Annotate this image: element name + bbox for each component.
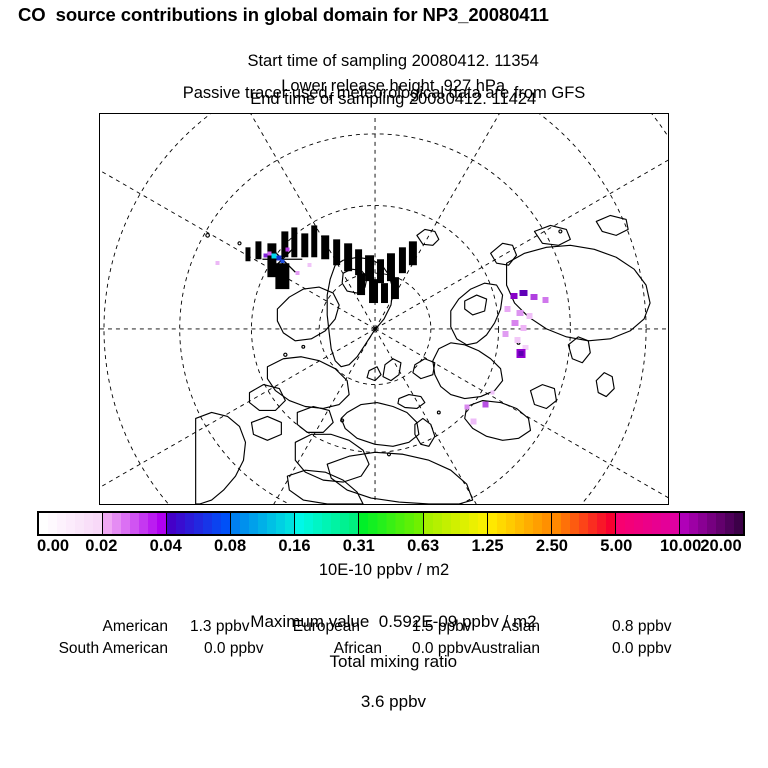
colorbar[interactable]: [37, 511, 745, 536]
polar-map: [100, 114, 668, 504]
tracer-note-label: Passive tracer used, meteorological data…: [182, 84, 586, 102]
colorbar-segment-5: [359, 513, 424, 534]
region-name-european: European: [292, 618, 360, 635]
colorbar-tick-4: 0.16: [278, 537, 311, 555]
total-mixing-ratio-value: 3.6 ppbv: [360, 692, 427, 711]
region-value-asian: 0.8 ppbv: [612, 618, 672, 635]
colorbar-tick-1: 0.02: [85, 537, 118, 555]
region-value-south-american: 0.0 ppbv: [204, 640, 264, 657]
colorbar-segment-10: [679, 513, 744, 534]
summary-line: Maximum value 0.592E-09 ppbv / m2 Total …: [0, 592, 768, 732]
colorbar-segment-8: [551, 513, 616, 534]
colorbar-segment-9: [615, 513, 680, 534]
region-name-australian: Australian: [471, 640, 540, 657]
colorbar-tick-11: 20.00: [700, 537, 742, 555]
region-name-asian: Asian: [501, 618, 540, 635]
colorbar-unit-label: 10E-10 ppbv / m2: [318, 561, 450, 579]
colorbar-tick-8: 2.50: [535, 537, 568, 555]
region-value-african: 0.0 ppbv: [412, 640, 472, 657]
region-name-south-american: South American: [58, 640, 168, 657]
colorbar-tick-9: 5.00: [600, 537, 633, 555]
region-name-african: African: [333, 640, 382, 657]
colorbar-segment-7: [487, 513, 552, 534]
colorbar-tick-2: 0.04: [149, 537, 182, 555]
total-mixing-ratio-label: Total mixing ratio: [329, 652, 458, 671]
colorbar-tick-10: 10.00: [659, 537, 702, 555]
colorbar-segment-3: [231, 513, 296, 534]
colorbar-segment-2: [167, 513, 232, 534]
end-time-label: End time of sampling 20080412. 11424: [250, 90, 537, 108]
colorbar-tick-7: 1.25: [471, 537, 504, 555]
page-title: CO source contributions in global domain…: [18, 4, 549, 25]
region-name-american: American: [102, 618, 168, 635]
maximum-value-label: Maximum value 0.592E-09 ppbv / m2: [250, 612, 537, 631]
region-row: South American 0.0 ppbv African 0.0 ppbv…: [0, 640, 768, 660]
region-row: American 1.3 ppbv European 1.5 ppbv Asia…: [0, 618, 768, 638]
value-label-cluster: [245, 225, 417, 304]
colorbar-tick-5: 0.31: [342, 537, 375, 555]
colorbar-segment-1: [103, 513, 168, 534]
region-value-american: 1.3 ppbv: [190, 618, 250, 635]
plume-cells: [215, 247, 549, 425]
colorbar-tick-3: 0.08: [214, 537, 247, 555]
region-value-european: 1.5 ppbv: [412, 618, 472, 635]
colorbar-tick-0: 0.00: [36, 537, 70, 555]
colorbar-tick-labels: 0.00 0.02 0.04 0.08 0.16 0.31 0.63 1.25 2.50 5.00…: [0, 537, 768, 557]
sampling-time-line: Start time of sampling 20080412. 11354 E…: [0, 33, 768, 128]
lower-release-height-label: Lower release height 927 hPa: [281, 77, 506, 95]
colorbar-segment-0: [39, 513, 104, 534]
colorbar-tick-6: 0.63: [407, 537, 440, 555]
colorbar-segment-4: [295, 513, 360, 534]
start-time-label: Start time of sampling 20080412. 11354: [247, 52, 539, 70]
region-value-australian: 0.0 ppbv: [612, 640, 672, 657]
colorbar-segment-6: [423, 513, 488, 534]
map-panel[interactable]: [99, 113, 669, 505]
